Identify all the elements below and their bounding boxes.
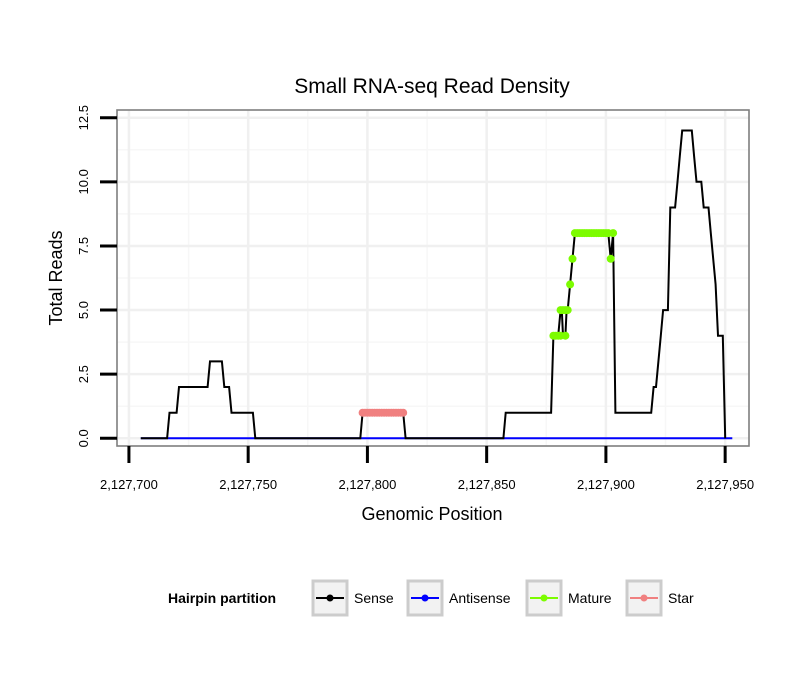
y-tick-label: 7.5 <box>76 237 91 255</box>
y-tick-label: 2.5 <box>76 365 91 383</box>
legend-dot-antisense <box>421 594 429 602</box>
legend-title: Hairpin partition <box>168 590 276 606</box>
chart-title: Small RNA-seq Read Density <box>294 75 570 98</box>
grid <box>117 110 749 446</box>
series-point-mature <box>566 280 575 289</box>
legend-dot-mature <box>540 594 548 602</box>
legend: Hairpin partition Sense Antisense Mature… <box>168 579 694 617</box>
legend-label-antisense: Antisense <box>449 590 511 606</box>
y-axis-label: Total Reads <box>46 230 66 325</box>
x-axis-label: Genomic Position <box>361 504 502 524</box>
series-point-mature <box>568 254 577 263</box>
x-tick-label: 2,127,950 <box>696 477 754 492</box>
axes: 2,127,700 2,127,750 2,127,800 2,127,850 2,12… <box>76 105 754 492</box>
legend-label-mature: Mature <box>568 590 612 606</box>
legend-label-star: Star <box>668 590 694 606</box>
x-tick-label: 2,127,800 <box>338 477 396 492</box>
y-tick-label: 12.5 <box>76 105 91 130</box>
legend-item-antisense[interactable]: Antisense <box>406 579 511 617</box>
series-point-mature <box>606 254 615 263</box>
legend-item-star[interactable]: Star <box>625 579 694 617</box>
legend-label-sense: Sense <box>354 590 394 606</box>
series-point-mature <box>563 306 572 315</box>
legend-item-sense[interactable]: Sense <box>311 579 394 617</box>
series-point-mature <box>561 331 570 340</box>
y-tick-label: 5.0 <box>76 301 91 319</box>
legend-dot-sense <box>326 594 334 602</box>
legend-dot-star <box>640 594 648 602</box>
x-tick-label: 2,127,900 <box>577 477 635 492</box>
series-layer <box>140 129 733 440</box>
x-tick-label: 2,127,750 <box>219 477 277 492</box>
series-point-star <box>399 408 408 417</box>
x-tick-label: 2,127,700 <box>100 477 158 492</box>
plot-panel-border <box>116 109 750 447</box>
x-tick-label: 2,127,850 <box>458 477 516 492</box>
series-point-mature <box>609 229 618 238</box>
legend-item-mature[interactable]: Mature <box>525 579 612 617</box>
series-line-sense <box>140 129 727 440</box>
y-tick-label: 10.0 <box>76 169 91 194</box>
y-tick-label: 0.0 <box>76 429 91 447</box>
